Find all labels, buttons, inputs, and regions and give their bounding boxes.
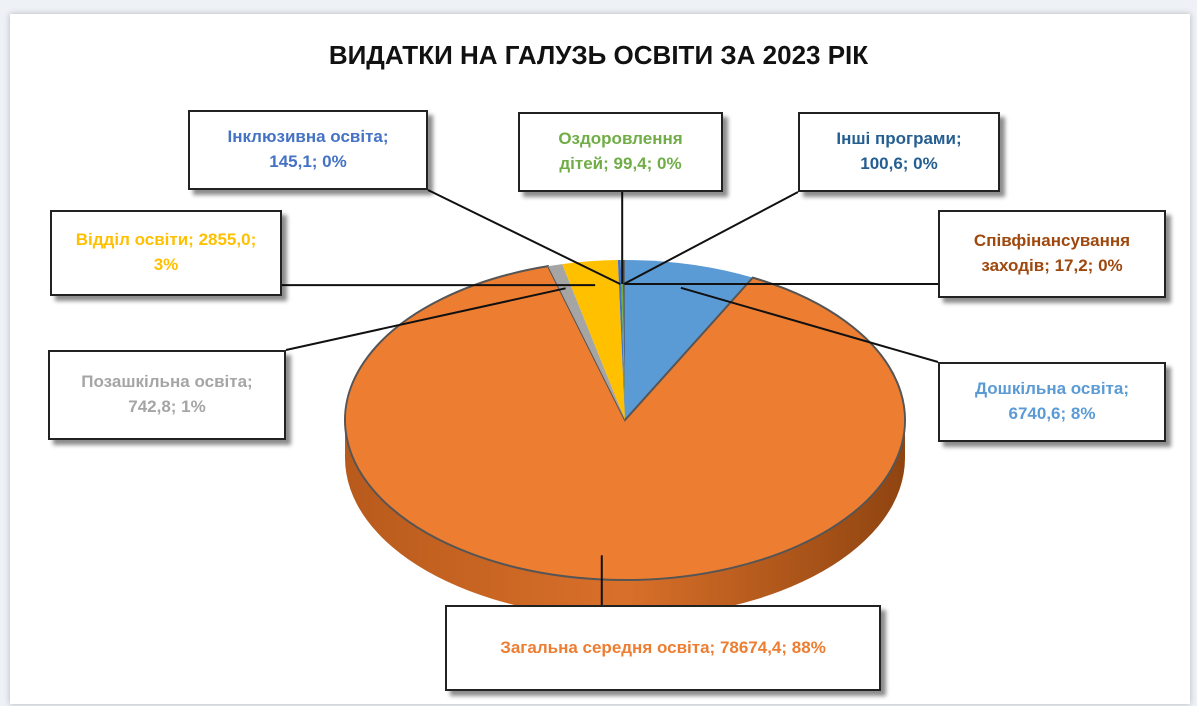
label-percent: 1% — [181, 397, 206, 416]
leader-line — [623, 191, 799, 285]
pie-slice — [548, 264, 625, 420]
label-separator: ; — [1044, 256, 1055, 275]
label-text: Інші програми; 100,6; 0% — [812, 127, 986, 176]
label-separator: ; — [382, 127, 389, 147]
label-separator: ; — [311, 152, 323, 171]
label-value: 100,6 — [860, 154, 903, 173]
label-value: 742,8 — [128, 397, 171, 416]
leader-line — [680, 286, 939, 363]
label-text: Інклюзивна освіта; 145,1; 0% — [202, 125, 414, 174]
label-value: 17,2 — [1054, 256, 1088, 275]
label-separator: ; — [646, 154, 658, 173]
label-text: Співфінансування заходів; 17,2; 0% — [952, 229, 1152, 278]
leader-line — [285, 287, 566, 351]
data-label: Загальна середня освіта; 78674,4; 88% — [445, 605, 881, 691]
data-label: Інклюзивна освіта; 145,1; 0% — [188, 110, 428, 190]
label-percent: 0% — [657, 154, 682, 173]
label-separator: ; — [603, 154, 614, 173]
label-separator: ; — [955, 129, 962, 149]
label-separator: ; — [188, 230, 199, 250]
label-separator: ; — [170, 397, 182, 416]
label-percent: 0% — [322, 152, 347, 171]
label-value: 78674,4 — [719, 637, 782, 657]
data-label: Оздоровлення дітей; 99,4; 0% — [518, 112, 723, 192]
pie-slice — [562, 260, 625, 420]
data-label: Співфінансування заходів; 17,2; 0% — [938, 210, 1166, 298]
chart-title: ВИДАТКИ НА ГАЛУЗЬ ОСВІТИ ЗА 2023 РІК — [328, 40, 869, 70]
label-separator: ; — [1060, 404, 1071, 423]
label-percent: 0% — [913, 154, 938, 173]
label-category: Позашкільна освіта — [81, 372, 248, 392]
label-separator: ; — [781, 637, 792, 657]
label-value: 2855,0 — [198, 230, 251, 250]
pie-slice — [617, 260, 625, 420]
label-separator: ; — [247, 372, 253, 392]
label-category: Співфінансування заходів — [973, 231, 1131, 275]
pie-side — [345, 420, 905, 618]
pie-slice — [622, 260, 625, 420]
label-percent: 88% — [791, 637, 826, 657]
label-category: Інші програми — [836, 129, 956, 149]
label-separator: ; — [902, 154, 914, 173]
label-category: Оздоровлення дітей — [558, 129, 683, 173]
data-label: Інші програми; 100,6; 0% — [798, 112, 1000, 192]
label-value: 145,1 — [269, 152, 312, 171]
pie-slice — [344, 265, 906, 582]
label-percent: 8% — [1070, 404, 1096, 423]
label-category: Дошкільна освіта — [974, 379, 1124, 399]
label-percent: 3% — [153, 255, 179, 274]
pie-slice — [620, 260, 625, 420]
data-label: Дошкільна освіта; 6740,6; 8% — [938, 362, 1166, 442]
label-text: Оздоровлення дітей; 99,4; 0% — [532, 127, 709, 176]
label-category: Інклюзивна освіта — [227, 127, 383, 147]
label-value: 99,4 — [613, 154, 647, 173]
data-label: Позашкільна освіта; 742,8; 1% — [48, 350, 286, 440]
label-text: Позашкільна освіта; 742,8; 1% — [62, 370, 272, 419]
label-category: Загальна середня освіта — [500, 637, 710, 657]
label-value: 6740,6 — [1008, 404, 1061, 423]
label-separator: ; — [1123, 379, 1130, 399]
label-separator: ; — [1087, 256, 1099, 275]
data-label: Відділ освіти; 2855,0; 3% — [50, 210, 282, 296]
label-separator: ; — [250, 230, 257, 250]
label-text: Дошкільна освіта; 6740,6; 8% — [952, 377, 1152, 426]
label-percent: 0% — [1098, 256, 1123, 275]
label-text: Відділ освіти; 2855,0; 3% — [64, 228, 268, 277]
leader-line — [427, 189, 621, 285]
label-separator: ; — [709, 637, 720, 657]
label-text: Загальна середня освіта; 78674,4; 88% — [500, 636, 826, 661]
label-category: Відділ освіти — [75, 230, 189, 250]
